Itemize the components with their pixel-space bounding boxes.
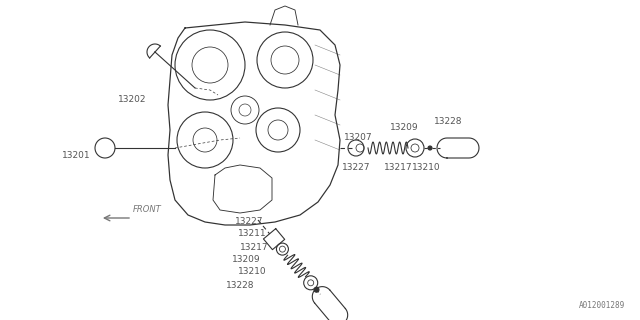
Text: 13211: 13211 — [238, 229, 267, 238]
Text: 13227: 13227 — [342, 164, 371, 172]
Text: FRONT: FRONT — [133, 205, 162, 214]
Circle shape — [428, 146, 432, 150]
Text: 13209: 13209 — [390, 124, 419, 132]
Circle shape — [314, 287, 319, 292]
Text: 13227: 13227 — [235, 218, 264, 227]
Text: 13209: 13209 — [232, 255, 260, 265]
Text: 13201: 13201 — [62, 150, 91, 159]
Text: 13202: 13202 — [118, 95, 147, 105]
Text: 13210: 13210 — [412, 164, 440, 172]
Text: 13210: 13210 — [238, 268, 267, 276]
Text: 13217: 13217 — [240, 244, 269, 252]
Text: A012001289: A012001289 — [579, 301, 625, 310]
Text: 13217: 13217 — [384, 164, 413, 172]
Text: 13207: 13207 — [344, 133, 372, 142]
Text: 13228: 13228 — [434, 117, 463, 126]
Text: 13228: 13228 — [226, 281, 255, 290]
